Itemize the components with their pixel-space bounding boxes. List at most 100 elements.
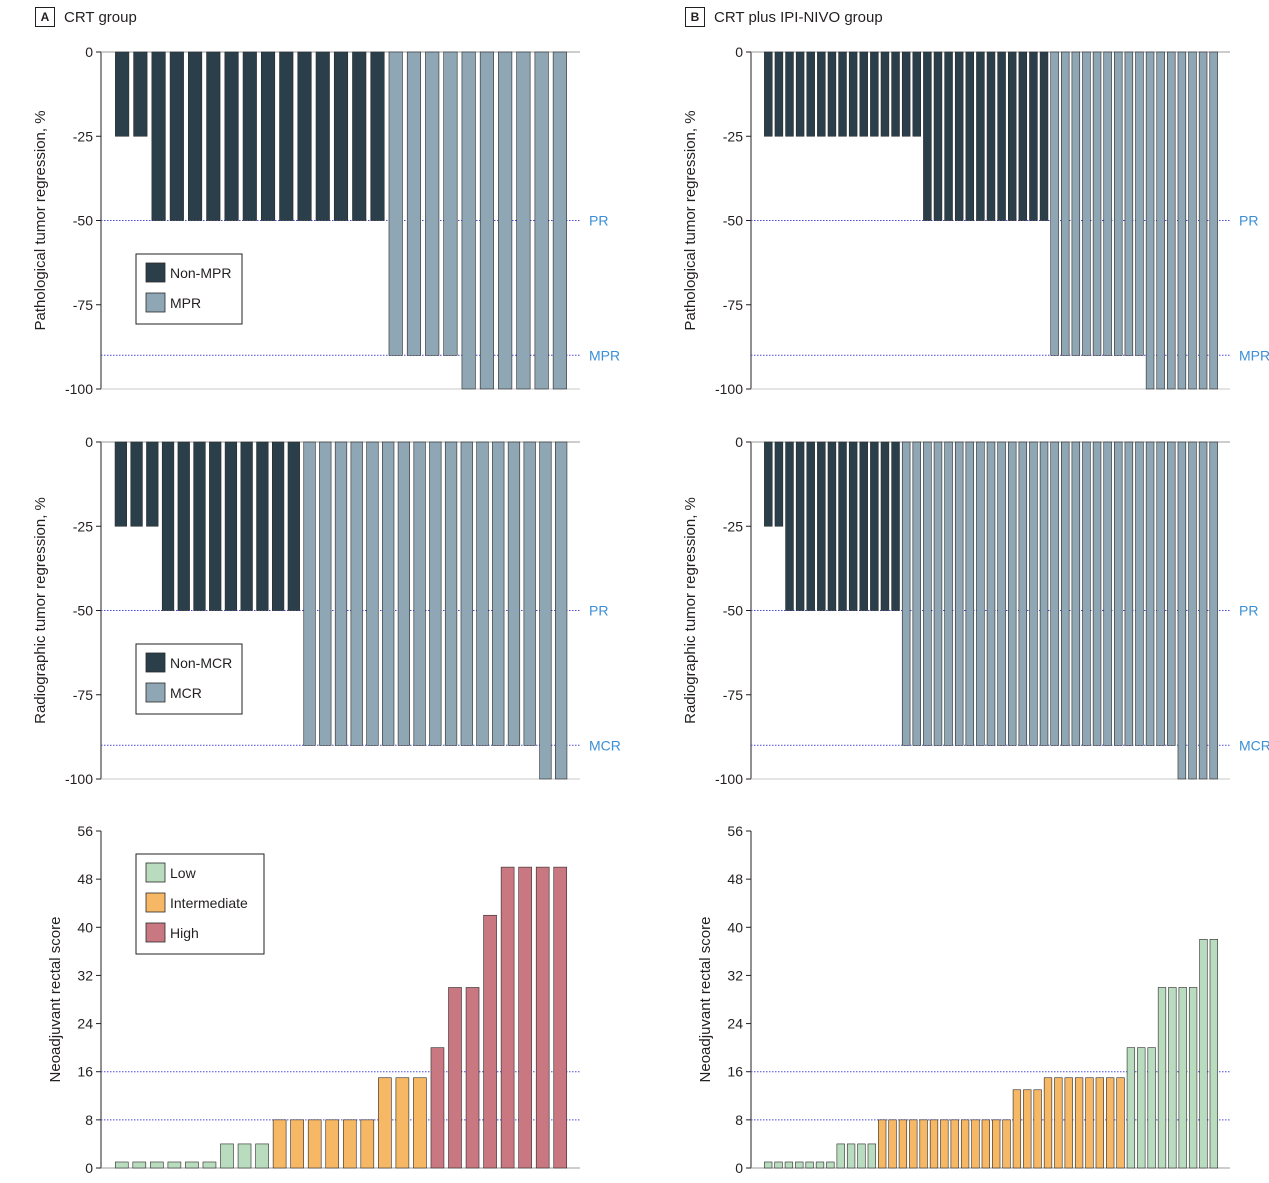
bar bbox=[976, 51, 985, 221]
y-tick-label: 40 bbox=[77, 919, 93, 935]
bar bbox=[443, 51, 458, 356]
bar bbox=[1071, 441, 1081, 746]
bar bbox=[319, 441, 332, 746]
legend-swatch bbox=[145, 862, 166, 883]
y-tick-label: 0 bbox=[85, 1160, 93, 1176]
bar bbox=[1199, 939, 1208, 1169]
bar bbox=[805, 1161, 814, 1169]
reference-line-label: MCR bbox=[589, 737, 621, 753]
bar bbox=[370, 51, 385, 221]
legend-swatch bbox=[145, 682, 166, 703]
bar bbox=[1082, 441, 1091, 746]
bar bbox=[476, 441, 489, 746]
bar bbox=[1050, 441, 1059, 746]
bar bbox=[167, 1161, 182, 1169]
bar bbox=[909, 1119, 918, 1169]
bar bbox=[912, 441, 921, 746]
bar bbox=[483, 914, 497, 1169]
bar bbox=[1177, 441, 1187, 780]
y-tick-label: -100 bbox=[715, 381, 743, 397]
bar bbox=[114, 1161, 129, 1169]
bar bbox=[1209, 939, 1218, 1169]
bar bbox=[350, 441, 363, 746]
y-tick-label: -100 bbox=[65, 381, 93, 397]
reference-line-label: MPR bbox=[589, 347, 620, 363]
bar bbox=[1167, 441, 1176, 746]
bar bbox=[784, 1161, 794, 1169]
bar bbox=[150, 1161, 164, 1169]
y-axis-label: Pathological tumor regression, % bbox=[682, 110, 699, 330]
panel-a-title: CRT group bbox=[64, 8, 137, 26]
y-tick-label: 8 bbox=[735, 1112, 743, 1128]
bar bbox=[1095, 1077, 1104, 1169]
bar bbox=[1114, 51, 1123, 356]
bar bbox=[1002, 1119, 1011, 1169]
legend-swatch bbox=[145, 652, 166, 673]
bar bbox=[1116, 1077, 1125, 1169]
bar bbox=[997, 51, 1006, 221]
bar bbox=[1135, 51, 1144, 356]
bar bbox=[1043, 1077, 1053, 1169]
y-tick-label: 0 bbox=[735, 434, 743, 450]
bar bbox=[965, 51, 975, 221]
bar bbox=[976, 441, 985, 746]
bar bbox=[878, 1119, 887, 1169]
bar bbox=[954, 51, 964, 221]
bar bbox=[1039, 441, 1049, 746]
bar bbox=[303, 441, 316, 746]
bar bbox=[971, 1119, 980, 1169]
y-tick-label: 0 bbox=[735, 44, 743, 60]
bar bbox=[206, 51, 221, 221]
bar bbox=[151, 51, 166, 221]
bar bbox=[366, 441, 379, 746]
bar bbox=[307, 1119, 322, 1169]
y-tick-label: 32 bbox=[77, 967, 93, 983]
bar bbox=[817, 51, 826, 137]
bar bbox=[260, 51, 276, 221]
bar bbox=[827, 441, 837, 611]
bar bbox=[1103, 441, 1112, 746]
y-axis-label: Radiographic tumor regression, % bbox=[682, 497, 699, 724]
bar bbox=[130, 441, 143, 527]
bar bbox=[448, 987, 462, 1169]
y-tick-label: -50 bbox=[73, 603, 93, 619]
bar bbox=[870, 51, 879, 137]
bar bbox=[965, 441, 975, 746]
bar bbox=[334, 441, 348, 746]
panel-a-header: A CRT group bbox=[35, 7, 137, 27]
bar bbox=[220, 1143, 234, 1169]
legend-label: Non-MCR bbox=[170, 655, 232, 671]
bar bbox=[461, 51, 476, 390]
bar bbox=[395, 1077, 410, 1169]
bar bbox=[901, 51, 911, 137]
bar bbox=[1145, 51, 1155, 390]
bar bbox=[290, 1119, 304, 1169]
bar bbox=[1188, 987, 1198, 1169]
y-tick-label: -100 bbox=[65, 771, 93, 787]
bar bbox=[202, 1161, 217, 1169]
bar bbox=[240, 441, 253, 611]
bar bbox=[360, 1119, 375, 1169]
bar bbox=[297, 51, 312, 221]
y-tick-label: -75 bbox=[723, 687, 743, 703]
bar bbox=[774, 51, 784, 137]
bar bbox=[1157, 987, 1167, 1169]
bar bbox=[1137, 1047, 1146, 1169]
bar bbox=[774, 1161, 783, 1169]
bar bbox=[272, 1119, 287, 1169]
bar bbox=[188, 51, 203, 221]
reference-line-label: PR bbox=[1239, 213, 1258, 229]
reference-line-label: MPR bbox=[1239, 347, 1269, 363]
bar bbox=[397, 441, 411, 746]
bar bbox=[382, 441, 395, 746]
bar bbox=[880, 441, 890, 611]
bar bbox=[460, 441, 473, 746]
bar bbox=[795, 1161, 804, 1169]
bar bbox=[242, 51, 257, 221]
bar bbox=[169, 51, 184, 221]
bar bbox=[859, 441, 868, 611]
bar bbox=[553, 866, 568, 1169]
bar bbox=[923, 51, 932, 221]
bar bbox=[795, 51, 805, 137]
